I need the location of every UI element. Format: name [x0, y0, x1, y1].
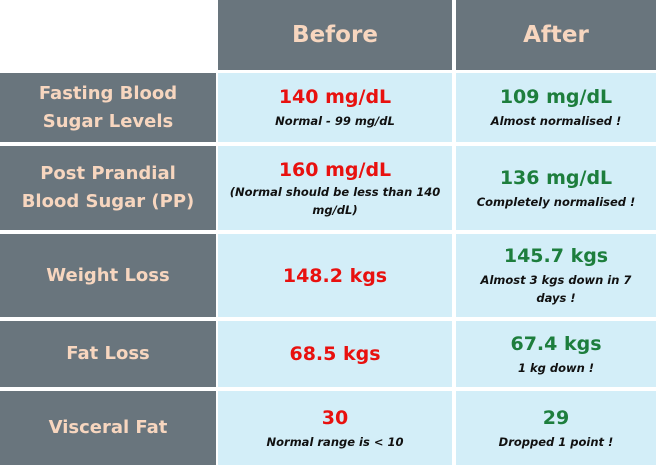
before-cell-fat-loss: 68.5 kgs	[218, 321, 452, 387]
before-value: 68.5 kgs	[289, 343, 381, 365]
row-label-text: Visceral Fat	[48, 417, 168, 438]
header-after-label: After	[523, 22, 589, 48]
before-note: (Normal should be less than 140 mg/dL)	[229, 184, 441, 217]
before-value: 148.2 kgs	[282, 264, 388, 287]
after-value: 145.7 kgs	[503, 245, 609, 267]
row-label-post-prandial: Post Prandial Blood Sugar (PP)	[0, 146, 216, 230]
after-note: Almost 3 kgs down in 7 days !	[480, 273, 632, 305]
after-value: 136 mg/dL	[499, 166, 613, 189]
before-cell-post-prandial: 160 mg/dL (Normal should be less than 14…	[218, 146, 452, 230]
row-label-fasting: Fasting Blood Sugar Levels	[0, 73, 216, 142]
before-value: 140 mg/dL	[278, 86, 392, 108]
after-note: 1 kg down !	[517, 360, 595, 375]
after-cell-weight-loss: 145.7 kgs Almost 3 kgs down in 7 days !	[456, 234, 656, 317]
corner-empty-cell	[0, 0, 216, 70]
after-value: 29	[542, 406, 570, 429]
after-cell-visceral-fat: 29 Dropped 1 point !	[456, 391, 656, 465]
row-label-text: Fasting Blood Sugar Levels	[38, 82, 178, 132]
after-cell-fasting: 109 mg/dL Almost normalised !	[456, 73, 656, 142]
row-label-text: Fat Loss	[66, 343, 150, 364]
row-label-text: Weight Loss	[46, 264, 170, 286]
before-cell-weight-loss: 148.2 kgs	[218, 234, 452, 317]
before-note: Normal - 99 mg/dL	[275, 114, 395, 128]
after-note: Almost normalised !	[490, 114, 622, 128]
after-note: Dropped 1 point !	[498, 434, 614, 449]
header-after: After	[456, 0, 656, 70]
row-label-visceral-fat: Visceral Fat	[0, 391, 216, 465]
after-value: 109 mg/dL	[499, 86, 613, 108]
row-label-weight-loss: Weight Loss	[0, 234, 216, 317]
row-label-fat-loss: Fat Loss	[0, 321, 216, 387]
after-note: Completely normalised !	[476, 194, 636, 209]
before-value: 30	[321, 406, 349, 429]
before-cell-visceral-fat: 30 Normal range is < 10	[218, 391, 452, 465]
after-cell-fat-loss: 67.4 kgs 1 kg down !	[456, 321, 656, 387]
row-label-text: Post Prandial Blood Sugar (PP)	[21, 163, 195, 212]
after-value: 67.4 kgs	[510, 332, 602, 355]
header-before-label: Before	[292, 22, 378, 48]
before-note: Normal range is < 10	[266, 434, 404, 449]
header-before: Before	[218, 0, 452, 70]
before-cell-fasting: 140 mg/dL Normal - 99 mg/dL	[218, 73, 452, 142]
after-cell-post-prandial: 136 mg/dL Completely normalised !	[456, 146, 656, 230]
before-value: 160 mg/dL	[278, 158, 392, 181]
